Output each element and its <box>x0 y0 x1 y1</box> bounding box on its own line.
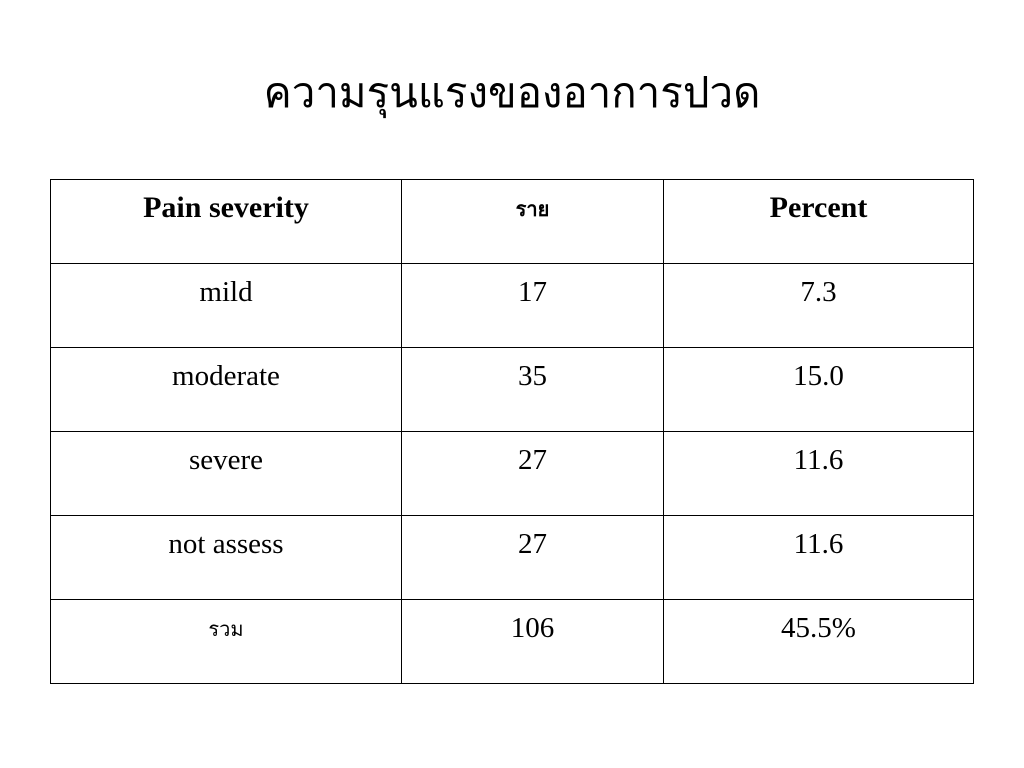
table-cell: 15.0 <box>663 347 974 432</box>
table-cell: 27 <box>401 431 664 516</box>
header-row: Pain severity ราย Percent <box>50 179 974 264</box>
table-cell: 11.6 <box>663 515 974 600</box>
table-cell: mild <box>50 263 402 348</box>
table-cell: 27 <box>401 515 664 600</box>
table-cell: รวม <box>50 599 402 684</box>
table-cell: 35 <box>401 347 664 432</box>
table-row: not assess 27 11.6 <box>50 515 974 600</box>
table-cell: 17 <box>401 263 664 348</box>
header-cell: Pain severity <box>50 179 402 264</box>
data-table: Pain severity ราย Percent mild 17 7.3 moderat… <box>50 179 974 684</box>
table-cell: 7.3 <box>663 263 974 348</box>
table-row: mild 17 7.3 <box>50 263 974 348</box>
table-cell: moderate <box>50 347 402 432</box>
table-cell: 45.5% <box>663 599 974 684</box>
table-row: รวม 106 45.5% <box>50 599 974 684</box>
slide-title: ความรุนแรงของอาการปวด <box>263 71 761 117</box>
table-cell: 106 <box>401 599 664 684</box>
table-body: mild 17 7.3 moderate 35 15.0 severe 27 11.6 not a… <box>50 263 974 684</box>
header-cell: ราย <box>401 179 664 264</box>
table-row: severe 27 11.6 <box>50 431 974 516</box>
header-cell: Percent <box>663 179 974 264</box>
table-cell: not assess <box>50 515 402 600</box>
table-row: moderate 35 15.0 <box>50 347 974 432</box>
table-cell: severe <box>50 431 402 516</box>
table-cell: 11.6 <box>663 431 974 516</box>
